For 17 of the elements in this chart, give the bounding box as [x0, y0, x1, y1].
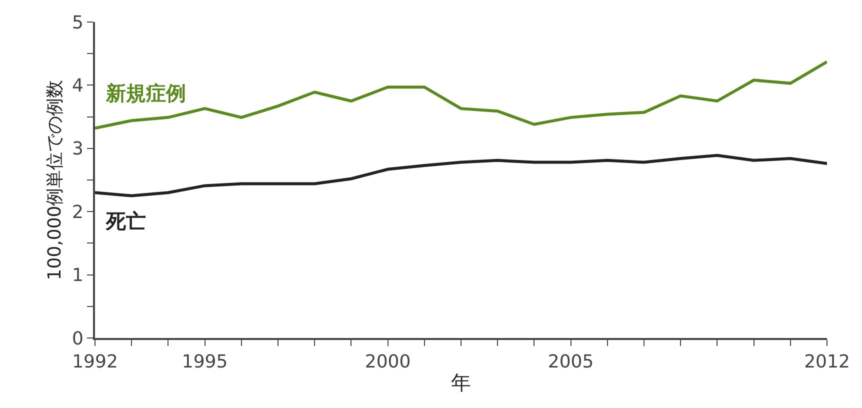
x-tick-label: 2000: [364, 352, 411, 373]
line-series: [95, 154, 827, 198]
y-axis-title: 100,000例単位での例数: [44, 80, 66, 280]
series-label: 新規症例: [105, 81, 186, 105]
y-tick-label: 1: [72, 265, 84, 286]
x-axis-title: 年: [451, 370, 471, 395]
x-tick-label: 2012: [804, 352, 850, 373]
y-tick-label: 3: [72, 138, 84, 160]
y-tick-label: 2: [72, 202, 84, 223]
y-tick-label: 0: [72, 328, 84, 350]
series-label: 死亡: [105, 209, 146, 233]
x-tick-label: 2005: [548, 352, 594, 373]
x-tick-label: 1995: [182, 352, 228, 373]
y-tick-label: 4: [72, 76, 84, 96]
y-tick-label: 5: [72, 12, 84, 34]
x-tick-label: 1992: [72, 352, 118, 373]
line-series: [95, 60, 827, 130]
